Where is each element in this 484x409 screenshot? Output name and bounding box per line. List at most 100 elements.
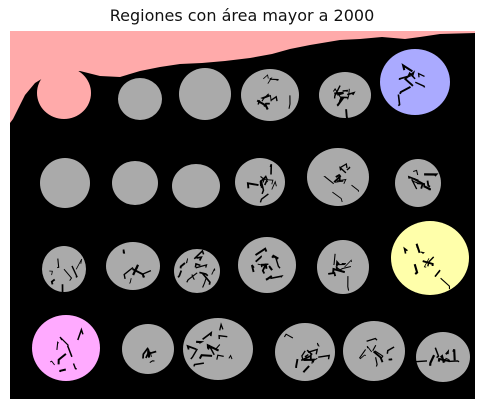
coin-r4-c5-defect [375,357,378,367]
coin-r2-c4-defect [260,175,268,183]
coin-r3-c3-defect [191,274,195,280]
coin-r1-c4-defect [269,78,279,82]
coin-r1-c4-defect [270,95,278,102]
coin-r4-c6-defect [452,349,456,361]
coin-r3-c1-defect [75,258,83,270]
coin-r2-c5-defect [334,180,344,183]
coin-r3-c1-defect [63,268,73,281]
coin-r2-c2 [112,161,158,205]
coin-r3-c3-defect [196,256,203,261]
coin-r1-c6-defect [403,77,414,87]
coin-r1-c6-defect [405,70,416,80]
coin-r1-c6-defect [397,94,401,107]
coin-r2-c5-defect [323,176,335,185]
coin-r4-c4-defect [302,365,310,373]
coin-r3-c6-defect [422,260,434,267]
coin-r4-c6-defect [437,357,451,363]
coin-r1-c5-defect [333,85,341,99]
coin-r2-c1 [40,158,90,208]
coin-r4-c1-defect [59,336,69,347]
coin-r3-c2-defect [132,264,140,276]
coin-r4-c6-defect [448,360,460,363]
coin-r3-c3-defect [202,277,207,288]
coin-r4-c1-defect [72,363,77,370]
coin-r3-c2-defect [141,270,152,278]
coin-r4-c5 [343,321,405,381]
coin-r3-c4-defect [271,254,279,260]
coin-r4-c1-defect [49,360,55,366]
coin-r3-c4-defect [274,255,281,269]
coin-r2-c6-defect [411,180,419,184]
coin-r4-c2-defect [147,348,151,358]
coin-r1-c6-defect [399,86,411,95]
background-region-pink [10,31,475,123]
coin-r4-c3-defect [215,344,221,351]
coin-r4-c6-defect [429,354,436,366]
coin-r3-c5-defect [328,271,337,277]
coin-r1-c4-defect [261,93,270,102]
coin-r1-c6-defect [401,63,413,73]
coin-r1-c6 [380,49,450,115]
coin-r2-c6-defect [426,180,431,188]
coin-r1-c5-defect [347,88,350,100]
coin-r2-c5-defect [333,174,341,183]
coin-r1-c1 [37,67,91,119]
coin-r1-c4-defect [267,77,273,84]
coin-r1-c2 [118,78,162,120]
coin-r3-c6-defect [415,243,421,254]
coin-r1-c6-defect [407,71,416,80]
coin-r1-c4-defect [257,100,261,105]
segmentation-image [10,31,475,399]
coin-r2-c4-defect [262,178,274,185]
coin-r3-c5-defect [344,259,352,268]
coin-r4-c4-defect [283,333,294,339]
coin-r4-c3-defect [228,354,233,360]
coin-r3-c5-defect [332,267,346,274]
coin-r3-c4-defect [268,265,273,271]
coin-r4-c3-defect [219,322,224,331]
coin-r4-c2-defect [147,350,152,358]
coin-r3-c6-defect [440,277,451,290]
coin-r4-c5-defect [366,337,378,342]
coin-r4-c1-defect [77,327,84,341]
coin-r4-c3 [183,318,253,380]
coin-r4-c4-defect [300,354,312,362]
coin-r2-c4-defect [263,179,269,186]
coin-r1-c3 [179,68,231,120]
coin-r4-c6-defect [434,347,440,359]
coin-r4-c1-defect [59,368,67,373]
coin-r1-c5 [319,72,371,118]
coin-r3-c1-defect [61,284,65,297]
coin-r2-c6-defect [423,185,431,191]
coin-r3-c4-defect [257,263,268,267]
coin-r3-c1-defect [49,270,53,276]
coin-r4-c1-defect [66,345,73,358]
coin-r4-c3-defect [186,344,197,351]
coin-r3-c5-defect [335,266,344,273]
coin-r3-c5-defect [335,263,345,270]
coin-r3-c4-defect [250,264,255,273]
coin-r3-c3-defect [194,262,201,268]
coin-r3-c3-defect [177,270,183,278]
coin-r2-c5 [307,148,369,206]
coin-r4-c5-defect [360,354,366,359]
coin-r2-c4-defect [260,184,264,190]
coin-r3-c3-defect [193,249,205,260]
coin-r4-c5-defect [358,349,367,360]
coin-r1-c4-defect [260,94,271,100]
figure-title: Regiones con área mayor a 2000 [109,6,375,25]
coin-r4-c3-defect [198,354,213,360]
coin-r2-c4-defect [269,163,273,175]
coin-r2-c3 [172,164,220,208]
coin-r3-c3-defect [185,258,189,264]
coin-r4-c3-defect [206,343,220,352]
coin-r4-c4-defect [301,350,306,361]
coin-r3-c6 [391,221,469,295]
coin-r3-c1-defect [57,258,60,269]
coin-r3-c5-defect [333,253,336,266]
coin-r4-c3-defect [190,348,198,360]
coin-r4-c2-defect [149,360,155,364]
coin-r4-c3-defect [216,354,224,360]
coin-r3-c5 [317,240,369,294]
coin-r2-c5-defect [351,184,359,192]
